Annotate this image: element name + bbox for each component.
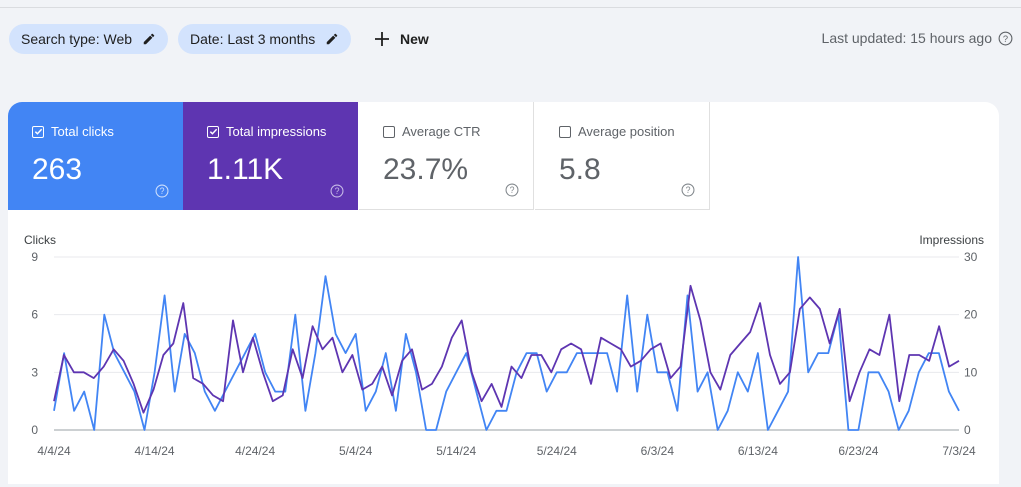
left-axis-tick-label: 9 xyxy=(31,250,38,264)
svg-text:?: ? xyxy=(335,186,340,196)
metric-label: Average CTR xyxy=(402,124,481,139)
edit-pencil-icon xyxy=(327,33,338,45)
right-axis-tick-label: 30 xyxy=(964,250,978,264)
checkbox-unchecked-icon[interactable] xyxy=(383,125,395,138)
series-line-impressions xyxy=(53,284,960,414)
plus-icon xyxy=(375,32,389,46)
performance-line-chart[interactable]: 0 3 6 9 0 10 20 30 4/4/24 4/14/24 4/24/24 5/4/24 5/1… xyxy=(8,102,999,484)
metric-label: Total clicks xyxy=(51,124,114,139)
x-axis-tick-label: 5/4/24 xyxy=(339,444,373,458)
metric-value: 263 xyxy=(32,153,83,186)
last-updated-text: Last updated: 15 hours ago xyxy=(821,30,992,46)
svg-text:?: ? xyxy=(686,185,691,195)
metric-value: 23.7% xyxy=(383,153,469,186)
svg-text:?: ? xyxy=(160,186,165,196)
x-axis-tick-label: 5/14/24 xyxy=(436,444,476,458)
date-filter-label: Date: Last 3 months xyxy=(190,31,316,47)
help-icon[interactable]: ? xyxy=(681,183,695,197)
checkbox-checked-icon[interactable] xyxy=(207,125,219,138)
left-axis-title: Clicks xyxy=(24,233,56,247)
x-axis-tick-label: 4/14/24 xyxy=(135,444,175,458)
right-axis-tick-label: 20 xyxy=(964,308,978,322)
x-axis-tick-label: 6/3/24 xyxy=(641,444,675,458)
x-axis-tick-label: 4/24/24 xyxy=(235,444,275,458)
search-type-filter-label: Search type: Web xyxy=(21,31,133,47)
search-type-filter-chip[interactable]: Search type: Web xyxy=(9,24,169,54)
metric-label: Total impressions xyxy=(226,124,327,139)
new-filter-label: New xyxy=(400,31,429,47)
left-axis-tick-label: 3 xyxy=(31,365,38,379)
x-axis-tick-label: 7/3/24 xyxy=(942,444,976,458)
metric-tab-total-clicks[interactable]: Total clicks 263 ? xyxy=(8,102,183,210)
help-icon[interactable]: ? xyxy=(155,184,169,198)
series-line-clicks xyxy=(53,256,960,431)
metric-label: Average position xyxy=(578,124,675,139)
performance-card: Total clicks 263 ? Total impressions 1.1… xyxy=(8,102,999,484)
help-icon[interactable]: ? xyxy=(330,184,344,198)
x-axis-tick-label: 4/4/24 xyxy=(37,444,71,458)
new-filter-button[interactable]: New xyxy=(368,24,435,54)
checkbox-checked-icon[interactable] xyxy=(32,125,44,138)
right-axis-tick-label: 10 xyxy=(964,365,978,379)
top-divider xyxy=(0,7,1021,8)
right-axis-tick-label: 0 xyxy=(964,423,971,437)
metric-tab-total-impressions[interactable]: Total impressions 1.11K ? xyxy=(183,102,358,210)
help-icon[interactable]: ? xyxy=(505,183,519,197)
left-axis-tick-label: 0 xyxy=(31,423,38,437)
svg-text:?: ? xyxy=(510,185,515,195)
x-axis-tick-label: 6/23/24 xyxy=(838,444,878,458)
help-icon[interactable]: ? xyxy=(998,31,1013,46)
checkbox-unchecked-icon[interactable] xyxy=(559,125,571,138)
metric-value: 1.11K xyxy=(207,153,284,186)
metric-tab-average-position[interactable]: Average position 5.8 ? xyxy=(535,102,710,210)
x-axis-tick-label: 5/24/24 xyxy=(537,444,577,458)
right-axis-title: Impressions xyxy=(919,233,984,247)
edit-pencil-icon xyxy=(143,33,155,45)
metric-value: 5.8 xyxy=(559,153,601,186)
x-axis-tick-label: 6/13/24 xyxy=(738,444,778,458)
last-updated: Last updated: 15 hours ago ? xyxy=(822,30,1013,46)
svg-text:?: ? xyxy=(1003,33,1008,43)
left-axis-tick-label: 6 xyxy=(31,308,38,322)
date-filter-chip[interactable]: Date: Last 3 months xyxy=(178,24,352,54)
metric-tab-average-ctr[interactable]: Average CTR 23.7% ? xyxy=(359,102,534,210)
